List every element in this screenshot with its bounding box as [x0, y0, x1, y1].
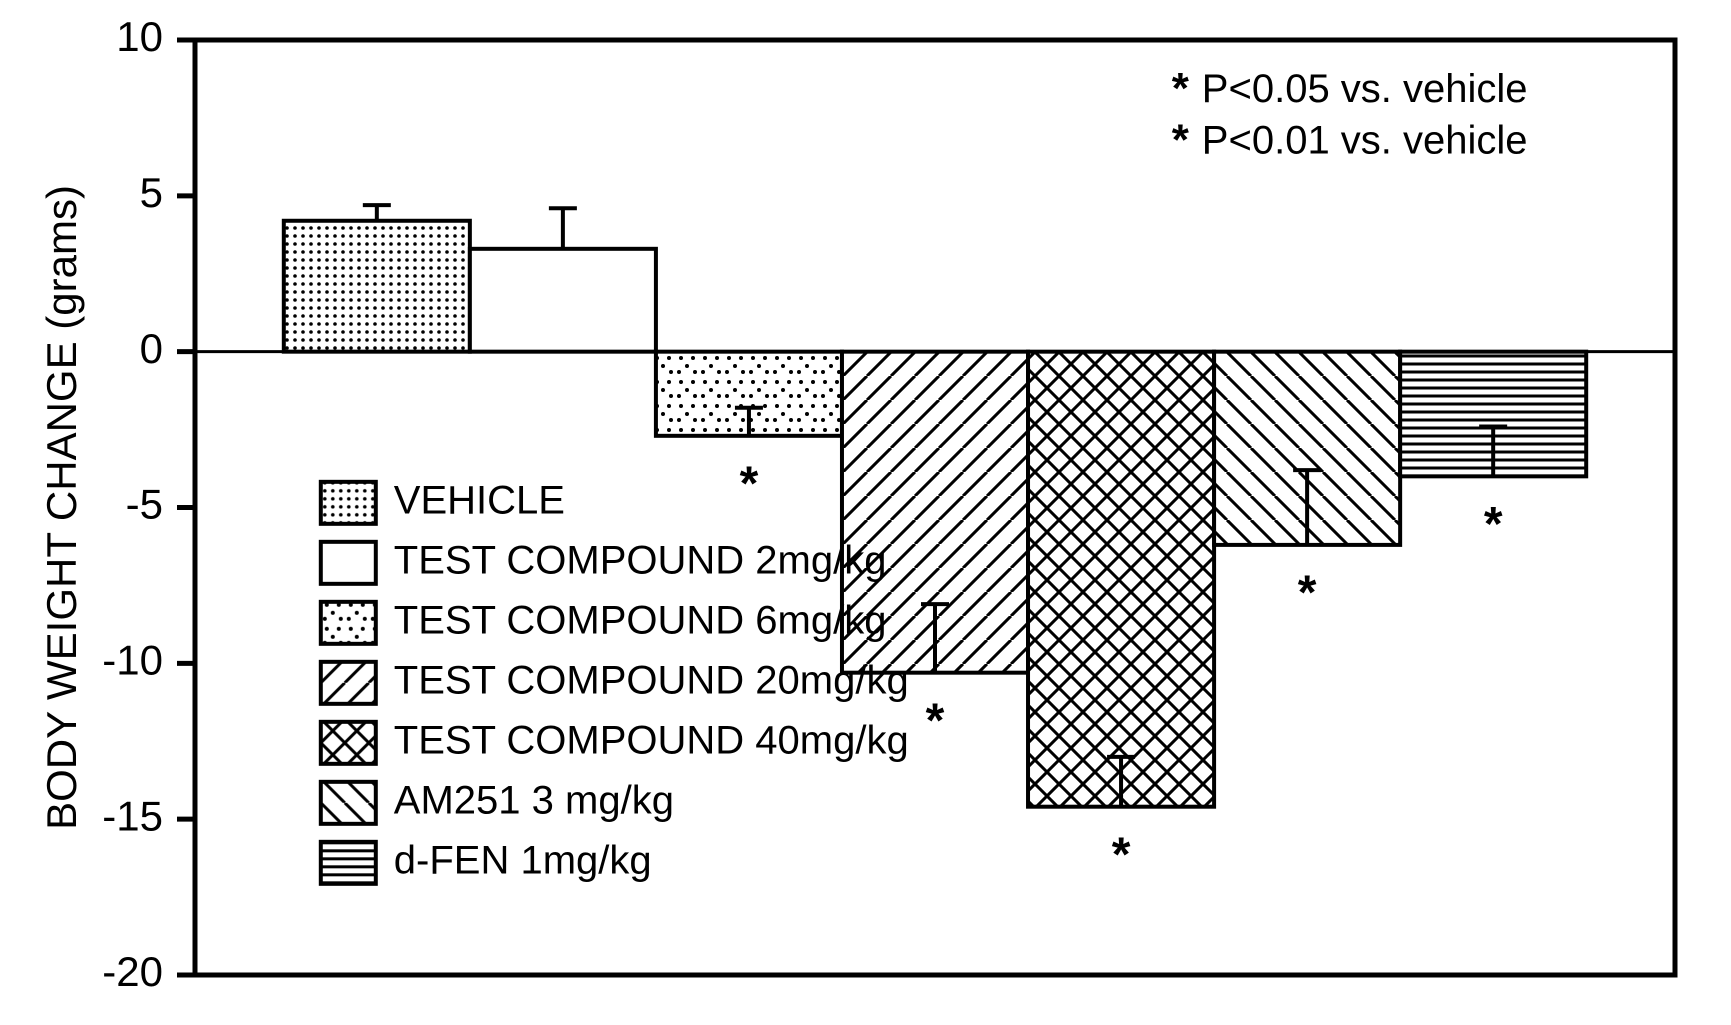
- y-tick-label: 0: [140, 325, 163, 372]
- annotation-text: P<0.05 vs. vehicle: [1202, 67, 1528, 111]
- legend-item-tc40: TEST COMPOUND 40mg/kg: [321, 718, 909, 763]
- legend-item-tc20: TEST COMPOUND 20mg/kg: [321, 658, 909, 703]
- y-tick-label: -15: [102, 792, 163, 839]
- legend-item-tc6: TEST COMPOUND 6mg/kg: [321, 598, 887, 643]
- y-tick-label: -5: [126, 481, 163, 528]
- y-tick-label: -10: [102, 636, 163, 683]
- y-tick-label: -20: [102, 948, 163, 995]
- significance-star: *: [1112, 828, 1131, 881]
- legend-item-am251: AM251 3 mg/kg: [321, 778, 674, 823]
- legend-label: VEHICLE: [394, 478, 565, 522]
- legend-item-vehicle: VEHICLE: [321, 478, 565, 523]
- legend-label: TEST COMPOUND 2mg/kg: [394, 538, 887, 582]
- legend-label: TEST COMPOUND 40mg/kg: [394, 718, 909, 762]
- legend-item-tc2: TEST COMPOUND 2mg/kg: [321, 538, 887, 583]
- legend-label: TEST COMPOUND 20mg/kg: [394, 658, 909, 702]
- annotation-line-1: * P<0.01 vs. vehicle: [1172, 115, 1528, 164]
- annotation-text: P<0.01 vs. vehicle: [1202, 118, 1528, 162]
- significance-star: *: [1298, 567, 1317, 620]
- bar-vehicle: [284, 205, 470, 351]
- legend-item-dfen: d-FEN 1mg/kg: [321, 838, 652, 883]
- y-axis-label: BODY WEIGHT CHANGE (grams): [38, 185, 85, 830]
- legend-label: TEST COMPOUND 6mg/kg: [394, 598, 887, 642]
- bar-tc40: *: [1028, 352, 1214, 882]
- annotation-line-0: * P<0.05 vs. vehicle: [1172, 64, 1528, 113]
- chart-container: -20 -15 -10 -5 0 5 10 BODY WEIGHT CHANGE (grams…: [0, 0, 1731, 1025]
- significance-star: *: [740, 457, 759, 510]
- y-tick-label: 10: [116, 13, 163, 60]
- y-tick-label: 5: [140, 169, 163, 216]
- significance-star: *: [926, 694, 945, 747]
- annotation-star: *: [1172, 64, 1190, 113]
- annotation-star: *: [1172, 115, 1190, 164]
- legend-label: AM251 3 mg/kg: [394, 778, 674, 822]
- significance-star: *: [1484, 498, 1503, 551]
- legend-label: d-FEN 1mg/kg: [394, 838, 652, 882]
